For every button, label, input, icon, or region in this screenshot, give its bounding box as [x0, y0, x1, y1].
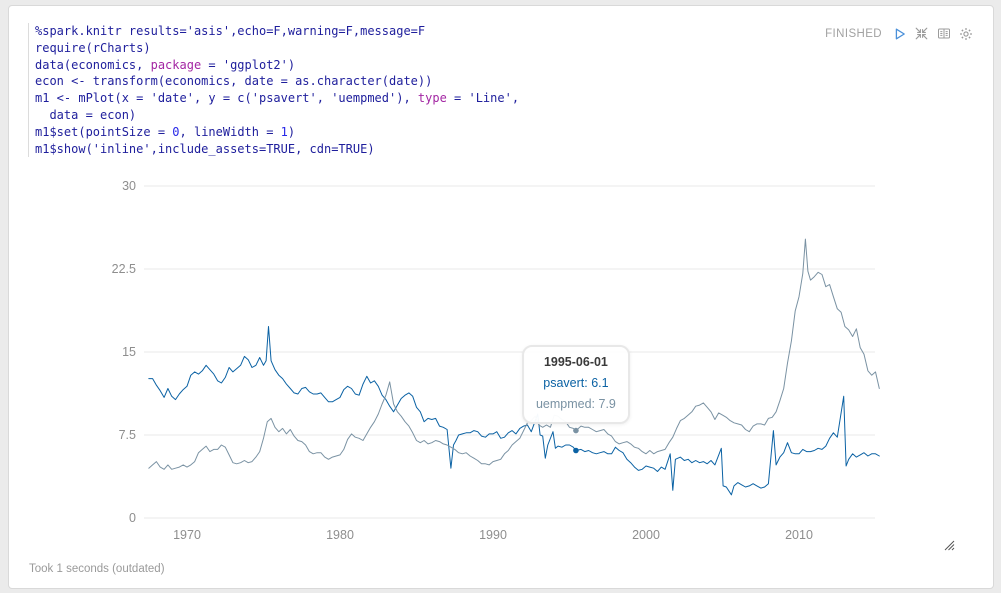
hover-dot-psavert: [573, 447, 579, 454]
tooltip-row-uempmed: uempmed: 7.9: [535, 397, 616, 411]
code-line: m1$set(pointSize = 0, lineWidth = 1): [35, 124, 296, 139]
y-tick-label: 0: [129, 511, 136, 525]
chart-canvas[interactable]: 0 7.5 15 22.5 30 1970 1980 1990 2000 2010: [9, 6, 993, 588]
status-badge: FINISHED: [825, 27, 882, 40]
y-tick-label: 22.5: [112, 262, 136, 276]
shrink-width-button[interactable]: [914, 26, 929, 41]
x-tick-label: 2000: [632, 528, 660, 542]
x-tick-label: 1980: [326, 528, 354, 542]
tooltip-row-psavert: psavert: 6.1: [543, 376, 609, 390]
code-line: econ <- transform(economics, date = as.c…: [35, 74, 433, 89]
y-tick-label: 7.5: [119, 428, 136, 442]
play-icon: [895, 28, 905, 39]
paragraph-controls: FINISHED: [825, 26, 973, 41]
code-editor[interactable]: %spark.knitr results='asis',echo=F,warni…: [28, 23, 520, 158]
settings-button[interactable]: [958, 26, 973, 41]
x-tick-label: 1970: [173, 528, 201, 542]
tooltip-date: 1995-06-01: [543, 355, 608, 369]
series-line-uempmed: [148, 238, 880, 470]
code-line: data(economics, package = 'ggplot2'): [35, 57, 296, 72]
series-line-psavert: [148, 326, 880, 496]
y-tick-label: 15: [122, 345, 136, 359]
x-tick-label: 2010: [785, 528, 813, 542]
code-line: require(rCharts): [35, 40, 151, 55]
run-button[interactable]: [892, 26, 907, 41]
chart-tooltip: 1995-06-01 psavert: 6.1 uempmed: 7.9: [521, 345, 630, 424]
book-icon: [937, 28, 950, 39]
code-line: data = econ): [35, 107, 137, 122]
chart-container: 0 7.5 15 22.5 30 1970 1980 1990 2000 2010: [9, 6, 993, 588]
execution-time-label: Took 1 seconds (outdated): [29, 563, 165, 575]
code-line: %spark.knitr results='asis',echo=F,warni…: [35, 24, 426, 38]
gear-icon: [959, 27, 972, 40]
notebook-paragraph: %spark.knitr results='asis',echo=F,warni…: [8, 5, 994, 589]
resize-handle-icon[interactable]: [941, 537, 955, 551]
code-line: m1$show('inline',include_assets=TRUE, cd…: [35, 141, 375, 156]
x-tick-label: 1990: [479, 528, 507, 542]
compress-icon: [915, 27, 928, 40]
code-line: m1 <- mPlot(x = 'date', y = c('psavert',…: [35, 91, 520, 106]
hover-dot-uempmed: [573, 427, 579, 434]
toggle-editor-button[interactable]: [936, 26, 951, 41]
y-tick-label: 30: [122, 179, 136, 193]
